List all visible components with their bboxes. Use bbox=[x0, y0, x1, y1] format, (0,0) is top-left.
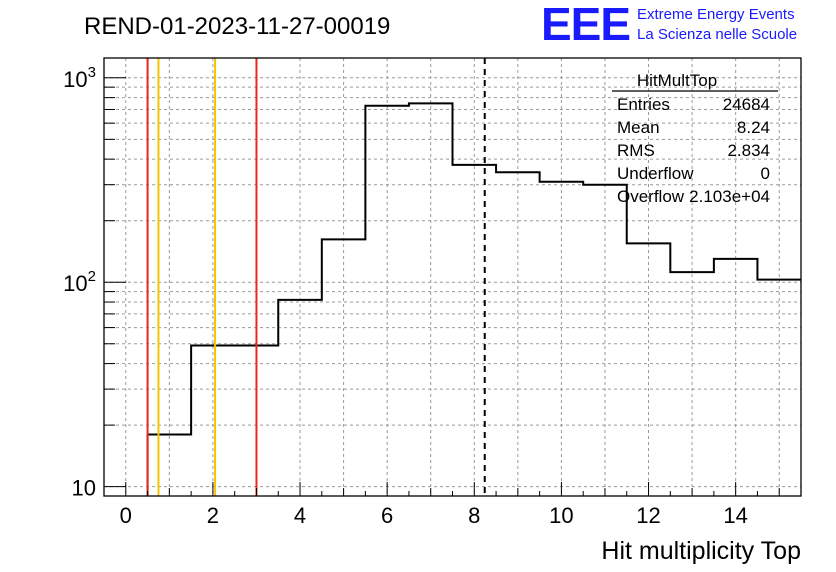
x-tick-label: 14 bbox=[723, 503, 747, 528]
stats-title: HitMultTop bbox=[637, 71, 717, 90]
histogram-bin bbox=[278, 300, 322, 496]
logo-mark: EEE bbox=[541, 0, 630, 50]
x-tick-label: 12 bbox=[636, 503, 660, 528]
x-tick-label: 2 bbox=[207, 503, 219, 528]
stats-row-label: Overflow bbox=[617, 187, 685, 206]
histogram-bin bbox=[365, 106, 409, 496]
stats-row-value: 2.834 bbox=[727, 141, 770, 160]
x-tick-label: 4 bbox=[294, 503, 306, 528]
histogram-bin bbox=[583, 185, 627, 496]
stats-row-label: Mean bbox=[617, 118, 660, 137]
histogram-step-line bbox=[146, 102, 801, 496]
histogram-bin bbox=[453, 165, 497, 496]
x-axis-label: Hit multiplicity Top bbox=[601, 537, 801, 565]
x-tick-label: 6 bbox=[381, 503, 393, 528]
stats-row-value: 24684 bbox=[723, 95, 770, 114]
histogram bbox=[146, 102, 801, 496]
stats-row-value: 8.24 bbox=[737, 118, 770, 137]
tick-labels: 0 2 4 6 8 10 12 14 10 102 103 bbox=[63, 64, 748, 528]
axis-ticks bbox=[103, 77, 802, 497]
y-tick-label: 10 bbox=[72, 476, 96, 501]
histogram-bin bbox=[148, 434, 192, 496]
chart-title: REND-01-2023-11-27-00019 bbox=[84, 13, 390, 40]
stats-row-label: Underflow bbox=[617, 164, 694, 183]
y-tick-label: 102 bbox=[63, 268, 96, 296]
stats-row-label: Entries bbox=[617, 95, 670, 114]
stats-row-value: 0 bbox=[761, 164, 770, 183]
histogram-bin bbox=[757, 280, 801, 496]
histogram-bin bbox=[540, 182, 584, 496]
logo-line-1: Extreme Energy Events bbox=[637, 6, 795, 23]
vertical-markers bbox=[146, 58, 486, 496]
stats-row-value: 2.103e+04 bbox=[689, 187, 770, 206]
histogram-bin bbox=[627, 243, 671, 496]
histogram-bin bbox=[496, 172, 540, 496]
grid bbox=[104, 58, 801, 497]
histogram-bin bbox=[409, 103, 453, 496]
histogram-bin bbox=[714, 259, 758, 496]
logo-line-2: La Scienza nelle Scuole bbox=[637, 26, 797, 43]
x-tick-label: 8 bbox=[468, 503, 480, 528]
histogram-bin bbox=[191, 346, 235, 496]
x-tick-label: 10 bbox=[549, 503, 573, 528]
histogram-bin bbox=[322, 239, 366, 496]
stats-row-label: RMS bbox=[617, 141, 655, 160]
histogram-bin bbox=[670, 272, 714, 496]
y-tick-label: 103 bbox=[63, 64, 96, 92]
stats-box: HitMultTop Entries 24684 Mean 8.24 RMS 2.834 Un… bbox=[612, 71, 778, 206]
x-tick-label: 0 bbox=[120, 503, 132, 528]
eee-logo: EEE Extreme Energy Events La Scienza nel… bbox=[541, 0, 797, 50]
